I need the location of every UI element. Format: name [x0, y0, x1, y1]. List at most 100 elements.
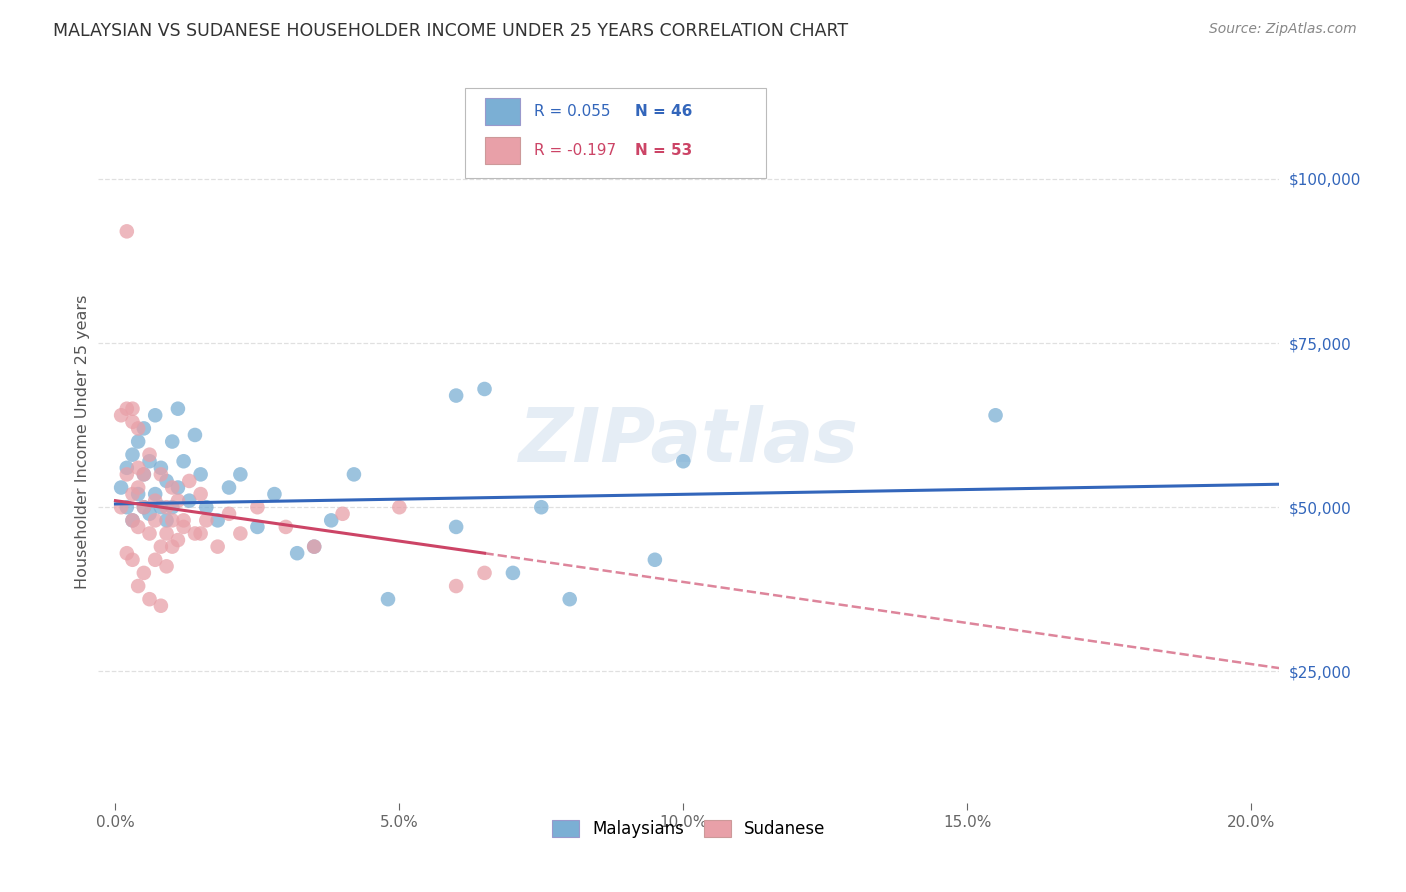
- Point: [155, 559, 177, 574]
- FancyBboxPatch shape: [485, 136, 520, 164]
- Point: [132, 421, 155, 435]
- Point: [984, 409, 1007, 423]
- Point: [149, 467, 172, 482]
- Point: [121, 513, 143, 527]
- Point: [127, 481, 149, 495]
- Point: [218, 507, 240, 521]
- Point: [162, 540, 183, 554]
- Point: [127, 434, 149, 449]
- Point: [502, 566, 524, 580]
- Point: [246, 500, 269, 515]
- Point: [149, 460, 172, 475]
- Point: [121, 415, 143, 429]
- Point: [132, 500, 155, 515]
- Point: [115, 401, 138, 416]
- Point: [143, 513, 166, 527]
- Point: [121, 448, 143, 462]
- Point: [388, 500, 411, 515]
- Point: [207, 513, 229, 527]
- Point: [167, 493, 190, 508]
- Point: [218, 481, 240, 495]
- Point: [127, 487, 149, 501]
- Point: [149, 500, 172, 515]
- Point: [444, 579, 467, 593]
- Point: [110, 481, 132, 495]
- Point: [195, 513, 218, 527]
- Point: [321, 513, 343, 527]
- Point: [263, 487, 285, 501]
- Text: N = 53: N = 53: [634, 143, 692, 158]
- Point: [149, 599, 172, 613]
- Point: [167, 481, 190, 495]
- Point: [155, 500, 177, 515]
- Point: [149, 540, 172, 554]
- Point: [155, 513, 177, 527]
- Point: [127, 520, 149, 534]
- Point: [143, 487, 166, 501]
- Text: R = 0.055: R = 0.055: [534, 103, 610, 119]
- Point: [115, 224, 138, 238]
- Point: [229, 467, 252, 482]
- Text: MALAYSIAN VS SUDANESE HOUSEHOLDER INCOME UNDER 25 YEARS CORRELATION CHART: MALAYSIAN VS SUDANESE HOUSEHOLDER INCOME…: [53, 22, 849, 40]
- Point: [132, 500, 155, 515]
- Point: [444, 388, 467, 402]
- Point: [190, 526, 212, 541]
- Point: [302, 540, 325, 554]
- Text: N = 46: N = 46: [634, 103, 692, 119]
- Point: [115, 546, 138, 560]
- Point: [132, 566, 155, 580]
- Point: [132, 467, 155, 482]
- Point: [138, 454, 160, 468]
- Point: [162, 513, 183, 527]
- Point: [332, 507, 354, 521]
- Point: [162, 434, 183, 449]
- Point: [138, 592, 160, 607]
- Point: [115, 460, 138, 475]
- Point: [246, 520, 269, 534]
- Point: [173, 454, 195, 468]
- Point: [110, 500, 132, 515]
- Text: R = -0.197: R = -0.197: [534, 143, 616, 158]
- Legend: Malaysians, Sudanese: Malaysians, Sudanese: [546, 814, 832, 845]
- Point: [274, 520, 297, 534]
- Point: [138, 507, 160, 521]
- Point: [155, 474, 177, 488]
- Point: [132, 467, 155, 482]
- Point: [530, 500, 553, 515]
- Point: [121, 401, 143, 416]
- Point: [558, 592, 581, 607]
- Point: [173, 513, 195, 527]
- Point: [115, 467, 138, 482]
- Point: [143, 409, 166, 423]
- Point: [155, 526, 177, 541]
- Point: [173, 520, 195, 534]
- Point: [127, 421, 149, 435]
- Point: [179, 493, 201, 508]
- Point: [121, 513, 143, 527]
- Point: [195, 500, 218, 515]
- Point: [190, 467, 212, 482]
- Point: [190, 487, 212, 501]
- Point: [474, 566, 496, 580]
- Point: [110, 409, 132, 423]
- Point: [644, 553, 666, 567]
- Point: [377, 592, 399, 607]
- Point: [127, 579, 149, 593]
- Point: [143, 553, 166, 567]
- Point: [302, 540, 325, 554]
- Point: [143, 493, 166, 508]
- Point: [285, 546, 308, 560]
- Point: [207, 540, 229, 554]
- Point: [672, 454, 695, 468]
- Point: [121, 553, 143, 567]
- Point: [184, 428, 207, 442]
- Point: [162, 500, 183, 515]
- Point: [474, 382, 496, 396]
- Text: ZIPatlas: ZIPatlas: [519, 405, 859, 478]
- Point: [121, 487, 143, 501]
- Point: [127, 460, 149, 475]
- Point: [167, 533, 190, 547]
- Point: [115, 500, 138, 515]
- Point: [444, 520, 467, 534]
- Point: [179, 474, 201, 488]
